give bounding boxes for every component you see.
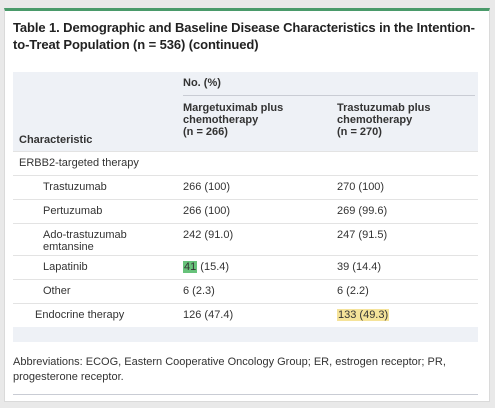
table-row: Other 6 (2.3) 6 (2.2) [13, 279, 478, 303]
row-label: Ado-trastuzumab emtansine [43, 229, 127, 253]
cell-margetuximab: 41 (15.4) [183, 261, 229, 273]
row-label: Pertuzumab [43, 205, 103, 217]
table-body: ERBB2-targeted therapy Trastuzumab 266 (… [13, 151, 478, 327]
data-table: No. (%) Margetuximab plus chemotherapy (… [13, 72, 478, 342]
table-title: Table 1. Demographic and Baseline Diseas… [13, 19, 483, 53]
abbreviations-note: Abbreviations: ECOG, Eastern Cooperative… [13, 356, 446, 383]
cell-trastuzumab: 6 (2.2) [337, 285, 369, 297]
cell-trastuzumab: 270 (100) [337, 181, 385, 193]
table-card: Table 1. Demographic and Baseline Diseas… [4, 8, 490, 402]
row-label: Trastuzumab [43, 181, 107, 193]
table-row: Trastuzumab 266 (100) 270 (100) [13, 175, 478, 199]
highlight-yellow: 133 (49.3) [337, 309, 390, 321]
characteristic-header: Characteristic [19, 134, 93, 146]
table-row: Lapatinib 41 (15.4) 39 (14.4) [13, 255, 478, 279]
cell-trastuzumab: 247 (91.5) [337, 229, 388, 241]
table-row: Ado-trastuzumab emtansine 242 (91.0) 247… [13, 223, 478, 255]
column-header-margetuximab: Margetuximab plus chemotherapy (n = 266) [183, 102, 284, 138]
cell-margetuximab: 242 (91.0) [183, 229, 234, 241]
row-label: ERBB2-targeted therapy [19, 157, 139, 169]
cell-margetuximab: 266 (100) [183, 181, 231, 193]
table-title-text: Demographic and Baseline Disease Charact… [13, 20, 475, 52]
table-row: Endocrine therapy 126 (47.4) 133 (49.3) [13, 303, 478, 327]
column-header-trastuzumab: Trastuzumab plus chemotherapy (n = 270) [337, 102, 431, 138]
cell-trastuzumab: 133 (49.3) [337, 309, 390, 321]
row-label: Other [43, 285, 71, 297]
table-row: Pertuzumab 266 (100) 269 (99.6) [13, 199, 478, 223]
cell-trastuzumab: 39 (14.4) [337, 261, 382, 273]
highlight-green: 41 [183, 261, 198, 273]
cell-trastuzumab: 269 (99.6) [337, 205, 388, 217]
table-row: ERBB2-targeted therapy [13, 151, 478, 175]
header-group-label: No. (%) [183, 77, 221, 89]
row-label: Lapatinib [43, 261, 88, 273]
cell-rest: (15.4) [197, 261, 230, 273]
table-number: Table 1. [13, 20, 60, 35]
row-label: Endocrine therapy [35, 309, 125, 321]
bottom-divider [13, 394, 478, 395]
header-divider [183, 95, 475, 96]
cell-margetuximab: 266 (100) [183, 205, 231, 217]
cell-margetuximab: 126 (47.4) [183, 309, 234, 321]
cell-margetuximab: 6 (2.3) [183, 285, 215, 297]
